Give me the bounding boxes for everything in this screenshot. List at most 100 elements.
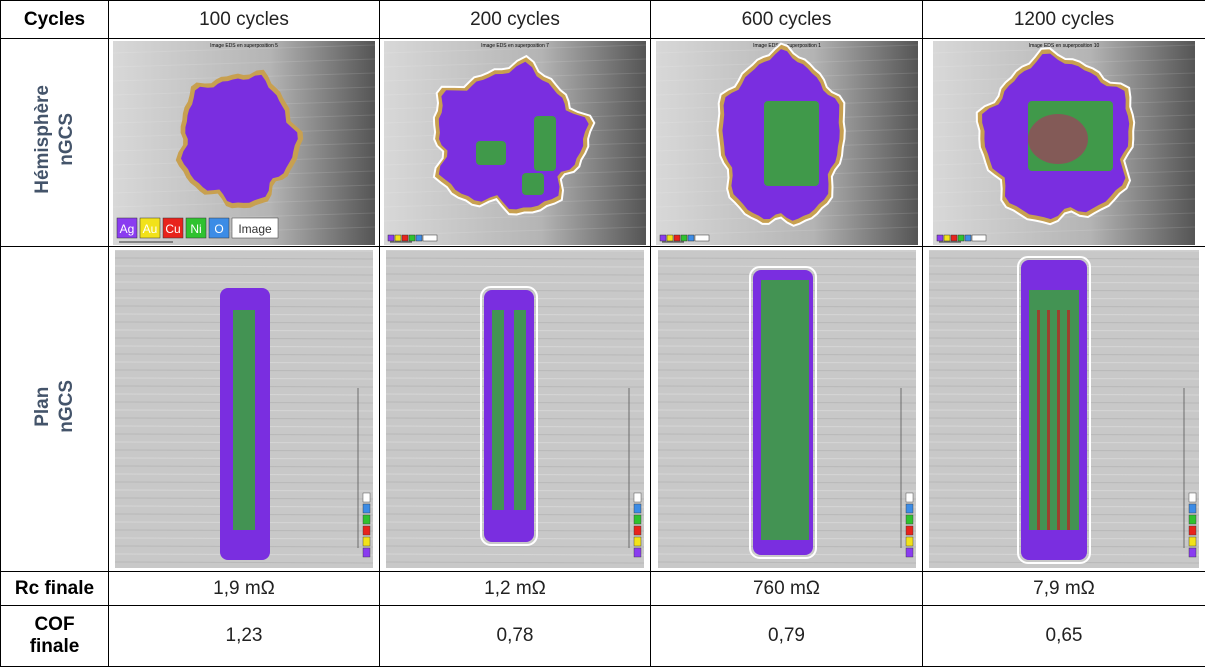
legend-label: Au — [143, 222, 158, 236]
legend-label: Ni — [190, 222, 201, 236]
ni-area — [522, 173, 544, 195]
cu-streak — [1067, 310, 1070, 530]
header-cell: 200 cycles — [380, 1, 651, 39]
legend-swatch — [906, 526, 913, 535]
legend-swatch — [1189, 493, 1196, 502]
ni-area — [534, 116, 556, 171]
legend-swatch — [423, 235, 437, 241]
legend-swatch — [965, 235, 971, 241]
ag-area — [484, 290, 534, 542]
ni-area — [1029, 290, 1079, 530]
legend-label: Cu — [165, 222, 180, 236]
legend-swatch — [402, 235, 408, 241]
row-label: Rc finale — [1, 572, 109, 606]
legend-swatch — [634, 537, 641, 546]
label-line: finale — [1, 636, 108, 658]
legend-swatch — [363, 537, 370, 546]
ni-area — [492, 310, 504, 510]
eds-image: Image EDS en superposition 10 — [933, 41, 1195, 245]
legend-swatch — [660, 235, 666, 241]
legend-swatch — [416, 235, 422, 241]
header-cell: 600 cycles — [651, 1, 923, 39]
legend-swatch — [681, 235, 687, 241]
label-line: nGCS — [55, 85, 79, 194]
legend-swatch — [388, 235, 394, 241]
cu-streak — [1037, 310, 1040, 530]
legend-swatch — [937, 235, 943, 241]
legend-swatch — [363, 548, 370, 557]
image-title: Image EDS en superposition 10 — [1029, 43, 1100, 49]
label-line: COF — [1, 614, 108, 636]
eds-image — [658, 250, 916, 568]
legend-swatch — [363, 526, 370, 535]
value-cell: 7,9 mΩ — [923, 572, 1205, 606]
header-cell: 100 cycles — [109, 1, 380, 39]
ni-area — [764, 101, 819, 186]
legend-swatch — [634, 493, 641, 502]
legend-swatch — [951, 235, 957, 241]
legend-label: Image — [238, 222, 272, 236]
label-line: nGCS — [55, 380, 79, 433]
image-cell: Image EDS en superposition 5 Ag Au Cu Ni O Ima… — [109, 39, 380, 247]
legend-swatch — [634, 526, 641, 535]
image-cell — [109, 247, 380, 572]
ni-area — [514, 310, 526, 510]
legend-swatch — [674, 235, 680, 241]
legend-label: O — [214, 222, 223, 236]
image-cell: Image EDS en superposition 10 — [923, 39, 1205, 247]
legend-swatch — [1189, 515, 1196, 524]
cu-streak — [1047, 310, 1050, 530]
legend-swatch — [363, 515, 370, 524]
cu-streak — [1057, 310, 1060, 530]
value-cell: 1,23 — [109, 606, 380, 667]
legend-swatch — [1189, 526, 1196, 535]
legend-swatch — [634, 504, 641, 513]
image-cell — [923, 247, 1205, 572]
legend-swatch — [1189, 537, 1196, 546]
legend-swatch — [944, 235, 950, 241]
eds-image — [929, 250, 1199, 568]
legend-swatch — [695, 235, 709, 241]
image-title: Image EDS en superposition 7 — [481, 43, 549, 49]
image-cell — [651, 247, 923, 572]
header-row: Cycles 100 cycles 200 cycles 600 cycles … — [1, 1, 1205, 39]
label-line: Hémisphère — [31, 85, 55, 194]
legend-swatch — [1189, 548, 1196, 557]
value-cell: 0,78 — [380, 606, 651, 667]
value-cell: 760 mΩ — [651, 572, 923, 606]
legend-swatch — [906, 515, 913, 524]
legend-swatch — [634, 515, 641, 524]
image-cell: Image EDS en superposition 1 — [651, 39, 923, 247]
legend-swatch — [409, 235, 415, 241]
legend-swatch — [1189, 504, 1196, 513]
legend-swatch — [395, 235, 401, 241]
eds-image — [386, 250, 644, 568]
image-title: Image EDS en superposition 5 — [210, 43, 278, 49]
value-cell: 1,2 mΩ — [380, 572, 651, 606]
ni-area — [761, 280, 809, 540]
value-cell: 0,79 — [651, 606, 923, 667]
eds-image: Image EDS en superposition 5 Ag Au Cu Ni O Ima… — [113, 41, 375, 245]
legend-swatch — [363, 493, 370, 502]
value-cell: 0,65 — [923, 606, 1205, 667]
legend-swatch — [906, 548, 913, 557]
label-line: Plan — [31, 380, 55, 433]
eds-image: Image EDS en superposition 7 — [384, 41, 646, 245]
cu-area — [1028, 114, 1088, 164]
header-cell: 1200 cycles — [923, 1, 1205, 39]
legend-swatch — [634, 548, 641, 557]
legend-swatch — [667, 235, 673, 241]
legend-swatch — [958, 235, 964, 241]
legend-label: Ag — [120, 222, 135, 236]
legend-swatch — [906, 493, 913, 502]
legend-swatch — [906, 504, 913, 513]
legend-swatch — [972, 235, 986, 241]
image-cell: Image EDS en superposition 7 — [380, 39, 651, 247]
header-cell: Cycles — [1, 1, 109, 39]
ni-area — [476, 141, 506, 165]
